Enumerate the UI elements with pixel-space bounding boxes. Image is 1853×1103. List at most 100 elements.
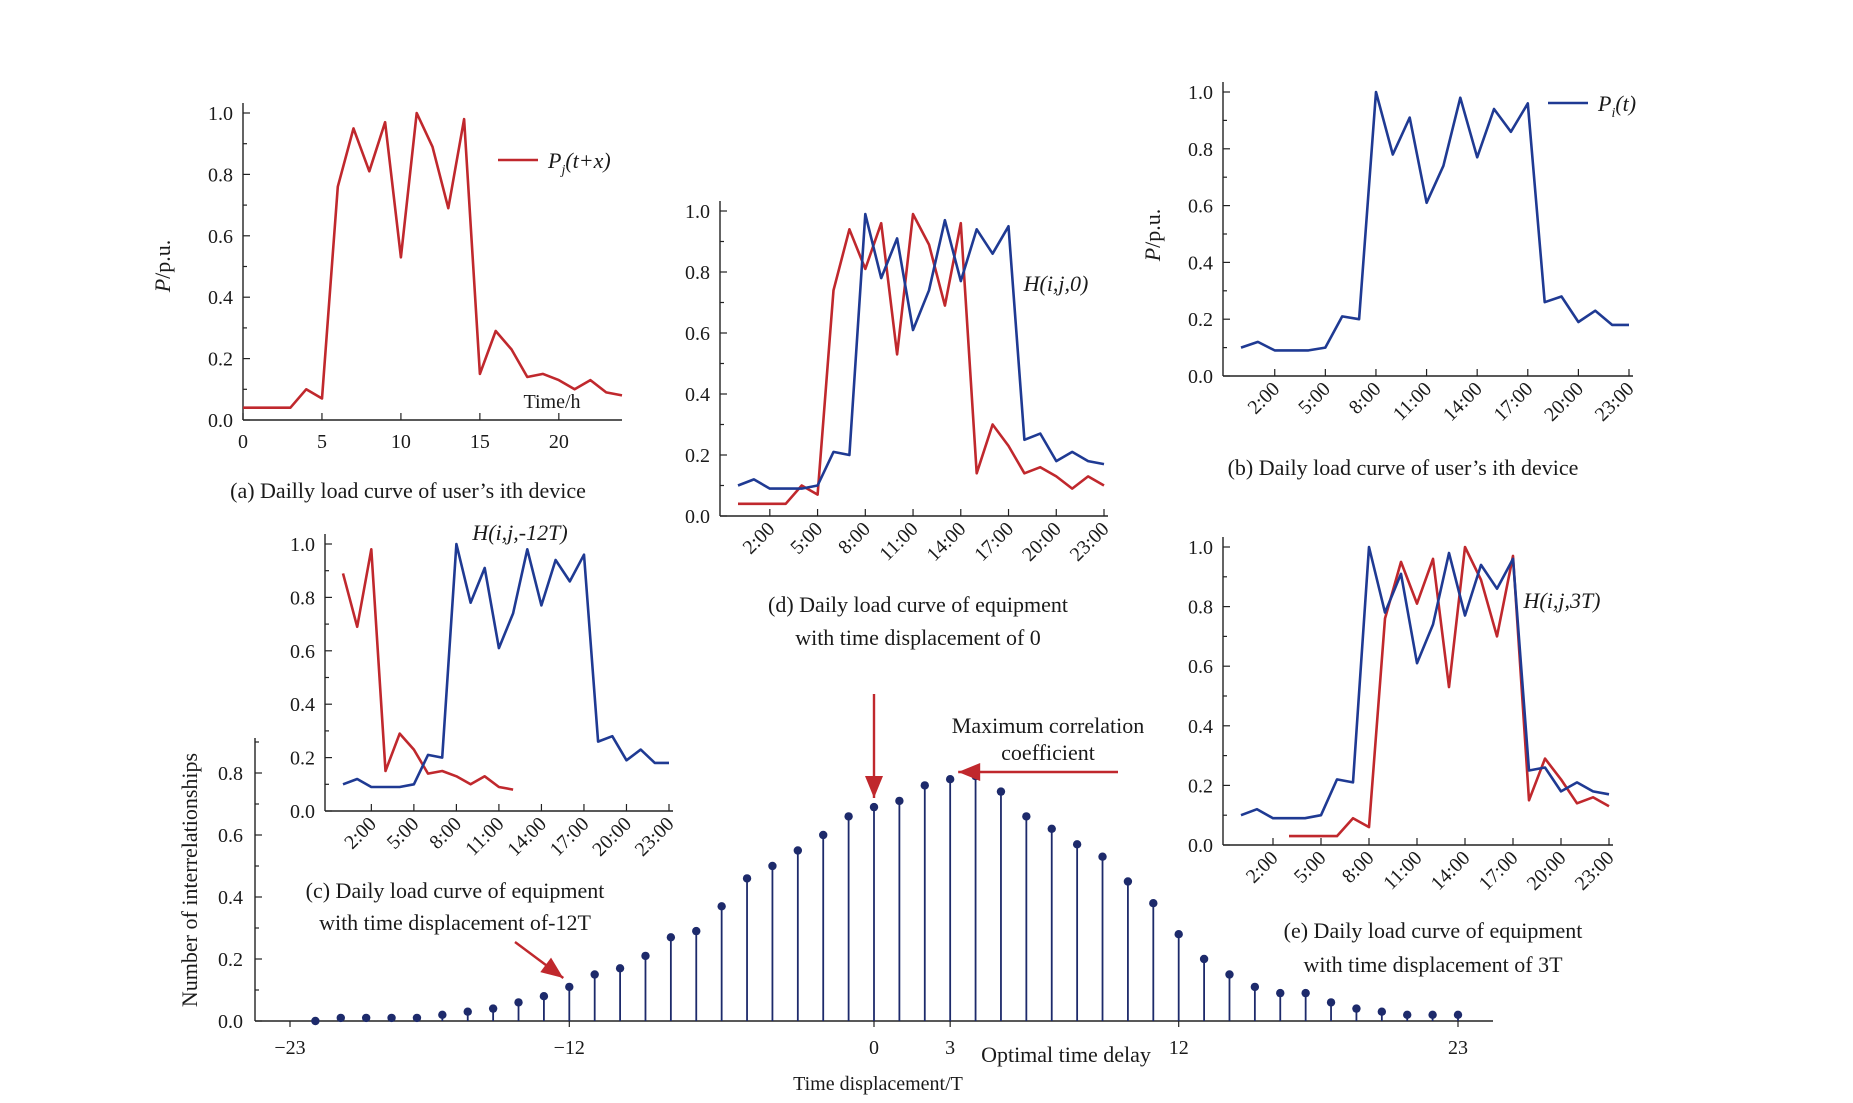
y-tick-label: 0.6: [685, 323, 710, 345]
y-tick-label: 0.0: [208, 410, 233, 432]
caption-d-line2: with time displacement of 0: [795, 625, 1041, 650]
x-axis-label: Time displacement/T: [793, 1073, 963, 1095]
x-tick-label: 3: [945, 1037, 955, 1059]
stem-marker: [590, 970, 599, 979]
x-tick-label: 23:00: [1591, 378, 1639, 426]
y-tick-label: 0.8: [290, 587, 315, 609]
y-tick-label: 0.0: [218, 1011, 243, 1033]
y-tick-label: 0.2: [208, 349, 233, 371]
caption-c-line1: (c) Daily load curve of equipment: [306, 878, 605, 903]
x-tick-label: 2:00: [1244, 378, 1285, 419]
y-tick-label: 0.2: [1188, 309, 1213, 331]
y-tick-label: 0.4: [208, 287, 233, 309]
stem-marker: [438, 1010, 447, 1019]
stem-marker: [387, 1013, 396, 1023]
stem-marker: [1123, 877, 1133, 886]
series-line-blue: [1240, 545, 1610, 820]
y-tick-label: 1.0: [290, 534, 315, 556]
x-tick-label: 11:00: [1389, 378, 1436, 425]
panel-main: 0.0 0.2 0.4 0.6 0.8 −23 −12 0 3 12 23 Time displace…: [177, 694, 1493, 1095]
y-tick-label: 0.2: [685, 445, 710, 467]
y-tick-label: 0.8: [1188, 597, 1213, 619]
stem-marker: [488, 1004, 498, 1013]
stem-marker: [412, 1013, 422, 1023]
y-tick-label: 0.2: [218, 949, 243, 971]
x-tick-label: 20:00: [1018, 518, 1066, 566]
stem-marker: [361, 1013, 371, 1023]
annotation-max-line2: coefficient: [1001, 740, 1095, 765]
caption-e-line1: (e) Daily load curve of equipment: [1284, 918, 1583, 943]
x-tick-label: 8:00: [1345, 378, 1386, 419]
x-tick-label: 17:00: [1490, 378, 1538, 426]
series-line-red: [243, 111, 623, 410]
series-line-red: [1289, 545, 1610, 838]
x-tick-label: 0: [238, 431, 248, 453]
series-line-red: [738, 212, 1105, 506]
y-tick-label: 0.2: [290, 748, 315, 770]
series-line-blue: [342, 542, 669, 789]
stem-marker: [1149, 899, 1158, 908]
x-tick-label: 0: [869, 1037, 879, 1059]
y-tick-label: 1.0: [1188, 537, 1213, 559]
y-tick-label: 0.2: [1188, 775, 1213, 797]
x-tick-label: 23: [1448, 1037, 1468, 1059]
y-axis-label: P/p.u.: [1140, 209, 1165, 263]
stem-marker: [539, 992, 549, 1001]
y-tick-label: 0.0: [290, 801, 315, 823]
caption-e-line2: with time displacement of 3T: [1303, 952, 1563, 977]
stem-marker: [1225, 970, 1234, 979]
stem-marker: [1301, 988, 1310, 998]
series-line-blue: [1240, 90, 1629, 352]
stem-marker: [463, 1007, 472, 1016]
stem-marker: [742, 874, 752, 883]
stem-marker: [1352, 1004, 1361, 1013]
panel-e-background: [1170, 520, 1640, 900]
stem-marker: [1326, 998, 1336, 1007]
y-tick-label: 0.4: [1188, 716, 1213, 738]
y-tick-label: 0.6: [1188, 656, 1213, 678]
annotation-max-line1: Maximum correlation: [952, 713, 1144, 738]
y-tick-label: 0.8: [685, 262, 710, 284]
y-tick-label: 0.0: [1188, 366, 1213, 388]
stem-marker: [1453, 1010, 1463, 1019]
arrow-max-down-head: [865, 776, 883, 798]
caption-b: (b) Daily load curve of user’s ith devic…: [1228, 455, 1579, 480]
caption-c-line2: with time displacement of-12T: [319, 910, 591, 935]
x-tick-label: 2:00: [739, 518, 780, 559]
x-tick-label: 23:00: [1066, 518, 1114, 566]
arrow-max-left-head: [958, 763, 981, 781]
stem-marker: [1022, 812, 1031, 821]
stem-marker: [641, 951, 650, 961]
caption-a: (a) Dailly load curve of user’s ith devi…: [230, 478, 586, 503]
stem-marker: [1377, 1007, 1387, 1016]
arrow-minus12-head: [540, 957, 564, 978]
x-tick-label: 12: [1169, 1037, 1189, 1059]
stem-marker: [1199, 954, 1209, 964]
stem-marker: [311, 1016, 320, 1026]
x-tick-label: 5:00: [786, 518, 827, 559]
stem-marker: [1428, 1010, 1437, 1019]
stem-marker: [336, 1013, 345, 1023]
y-tick-label: 0.6: [218, 825, 243, 847]
x-tick-label: 5: [317, 431, 327, 453]
stem-marker: [1403, 1010, 1412, 1019]
panel-d: 0.0 0.2 0.4 0.6 0.8 1.0 2:00 5:00 8:00 11:00 14:00…: [685, 201, 1114, 650]
x-tick-label: 14:00: [1439, 378, 1487, 426]
y-tick-label: 1.0: [685, 201, 710, 223]
y-tick-label: 1.0: [1188, 82, 1213, 104]
y-axis-label: P/p.u.: [150, 240, 175, 294]
annotation-d: H(i,j,0): [1023, 271, 1089, 296]
legend-label: Pi(t): [1597, 91, 1636, 121]
y-tick-label: 0.4: [1188, 252, 1213, 274]
stem-marker: [996, 787, 1006, 796]
y-tick-label: 0.8: [218, 763, 243, 785]
stem-marker: [666, 933, 676, 942]
stem-marker: [692, 926, 701, 936]
y-tick-label: 0.4: [218, 887, 243, 909]
stem-marker: [1047, 824, 1056, 833]
x-tick-label: 11:00: [875, 518, 922, 565]
y-tick-label: 0.8: [1188, 139, 1213, 161]
stem-marker: [895, 796, 904, 806]
stem-marker: [717, 902, 726, 911]
stem-marker: [1072, 840, 1082, 849]
